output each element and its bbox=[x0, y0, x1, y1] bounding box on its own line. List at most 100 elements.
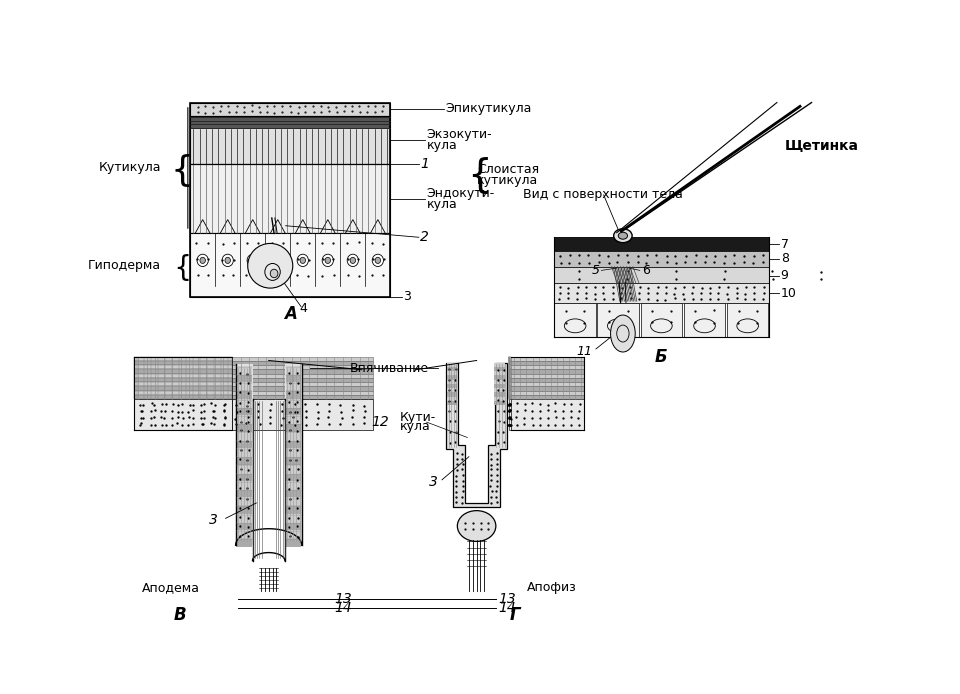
Bar bbox=[446, 384, 457, 388]
Text: 13: 13 bbox=[498, 592, 516, 606]
Bar bbox=[286, 449, 301, 457]
Bar bbox=[286, 432, 301, 440]
Bar bbox=[134, 391, 231, 395]
Bar bbox=[236, 466, 252, 473]
Ellipse shape bbox=[247, 254, 258, 266]
Bar bbox=[509, 365, 512, 369]
Text: 1: 1 bbox=[420, 157, 429, 171]
Bar bbox=[446, 367, 457, 371]
Ellipse shape bbox=[350, 257, 355, 264]
Text: Впячивание: Впячивание bbox=[349, 362, 428, 375]
Bar bbox=[134, 387, 372, 391]
Text: Щетинка: Щетинка bbox=[784, 138, 858, 152]
Text: Г: Г bbox=[510, 606, 520, 624]
Ellipse shape bbox=[372, 254, 383, 266]
Bar bbox=[494, 397, 505, 401]
Text: 10: 10 bbox=[780, 287, 797, 300]
Bar bbox=[509, 373, 512, 378]
Bar bbox=[286, 498, 301, 506]
Bar bbox=[134, 373, 231, 378]
Ellipse shape bbox=[225, 257, 230, 264]
Text: 4: 4 bbox=[300, 303, 307, 315]
Ellipse shape bbox=[271, 269, 278, 278]
Bar bbox=[446, 375, 457, 380]
Text: кула: кула bbox=[426, 198, 457, 211]
Text: {: { bbox=[468, 155, 492, 194]
Bar bbox=[509, 361, 512, 365]
Text: 2: 2 bbox=[420, 230, 429, 244]
Text: кула: кула bbox=[426, 139, 457, 152]
Text: 11: 11 bbox=[576, 345, 592, 357]
Bar bbox=[134, 378, 372, 382]
Text: Экзокути-: Экзокути- bbox=[426, 128, 492, 141]
Bar bbox=[134, 361, 372, 365]
Bar bbox=[512, 395, 585, 399]
Text: Гиподерма: Гиподерма bbox=[87, 259, 161, 272]
Bar bbox=[286, 375, 301, 382]
Bar bbox=[134, 361, 231, 365]
Text: 7: 7 bbox=[780, 238, 789, 251]
Bar bbox=[190, 103, 391, 116]
Ellipse shape bbox=[375, 257, 380, 264]
Bar bbox=[512, 365, 585, 369]
Bar bbox=[446, 388, 457, 392]
Ellipse shape bbox=[457, 511, 496, 541]
Bar bbox=[512, 357, 585, 361]
Text: 13: 13 bbox=[334, 592, 352, 606]
Bar bbox=[509, 395, 512, 399]
Bar bbox=[727, 303, 768, 337]
Bar bbox=[236, 515, 252, 522]
Bar bbox=[286, 366, 301, 374]
Bar bbox=[512, 361, 585, 365]
Bar bbox=[134, 395, 372, 399]
Ellipse shape bbox=[200, 257, 205, 264]
Ellipse shape bbox=[613, 229, 632, 243]
Bar bbox=[236, 441, 252, 448]
Bar bbox=[190, 116, 391, 130]
Ellipse shape bbox=[348, 254, 358, 266]
Bar bbox=[597, 303, 639, 337]
Bar bbox=[512, 387, 585, 391]
Bar bbox=[134, 378, 231, 382]
Bar bbox=[134, 382, 372, 387]
Bar bbox=[236, 391, 252, 399]
Bar bbox=[134, 391, 372, 395]
Bar bbox=[554, 266, 769, 283]
Bar bbox=[190, 103, 391, 297]
Bar bbox=[236, 375, 252, 382]
Text: Кутикула: Кутикула bbox=[99, 162, 161, 174]
Text: Эндокути-: Эндокути- bbox=[426, 187, 494, 200]
Bar bbox=[494, 384, 505, 388]
Bar bbox=[134, 357, 231, 361]
Ellipse shape bbox=[300, 257, 305, 264]
Ellipse shape bbox=[275, 257, 280, 264]
Bar bbox=[640, 303, 683, 337]
Bar bbox=[134, 369, 231, 373]
Bar bbox=[509, 369, 512, 373]
Bar bbox=[509, 387, 512, 391]
Bar bbox=[446, 363, 457, 367]
Bar bbox=[236, 531, 252, 539]
Bar bbox=[509, 378, 512, 382]
Text: Б: Б bbox=[655, 348, 668, 366]
Text: 12: 12 bbox=[372, 415, 389, 429]
Text: кула: кула bbox=[399, 420, 430, 433]
Bar bbox=[236, 490, 252, 498]
Bar bbox=[236, 383, 252, 391]
Bar bbox=[286, 473, 301, 481]
Bar bbox=[494, 388, 505, 392]
Bar bbox=[286, 523, 301, 530]
Bar bbox=[512, 399, 585, 430]
Bar bbox=[190, 164, 391, 233]
Bar bbox=[286, 539, 301, 547]
Bar bbox=[494, 363, 505, 367]
Text: 14: 14 bbox=[498, 600, 516, 615]
Text: Слоистая: Слоистая bbox=[477, 162, 540, 176]
Bar bbox=[236, 539, 252, 547]
Bar bbox=[190, 130, 391, 164]
Bar bbox=[509, 391, 512, 395]
Bar bbox=[134, 399, 231, 430]
Bar bbox=[286, 515, 301, 522]
Ellipse shape bbox=[298, 254, 308, 266]
Bar bbox=[236, 482, 252, 489]
